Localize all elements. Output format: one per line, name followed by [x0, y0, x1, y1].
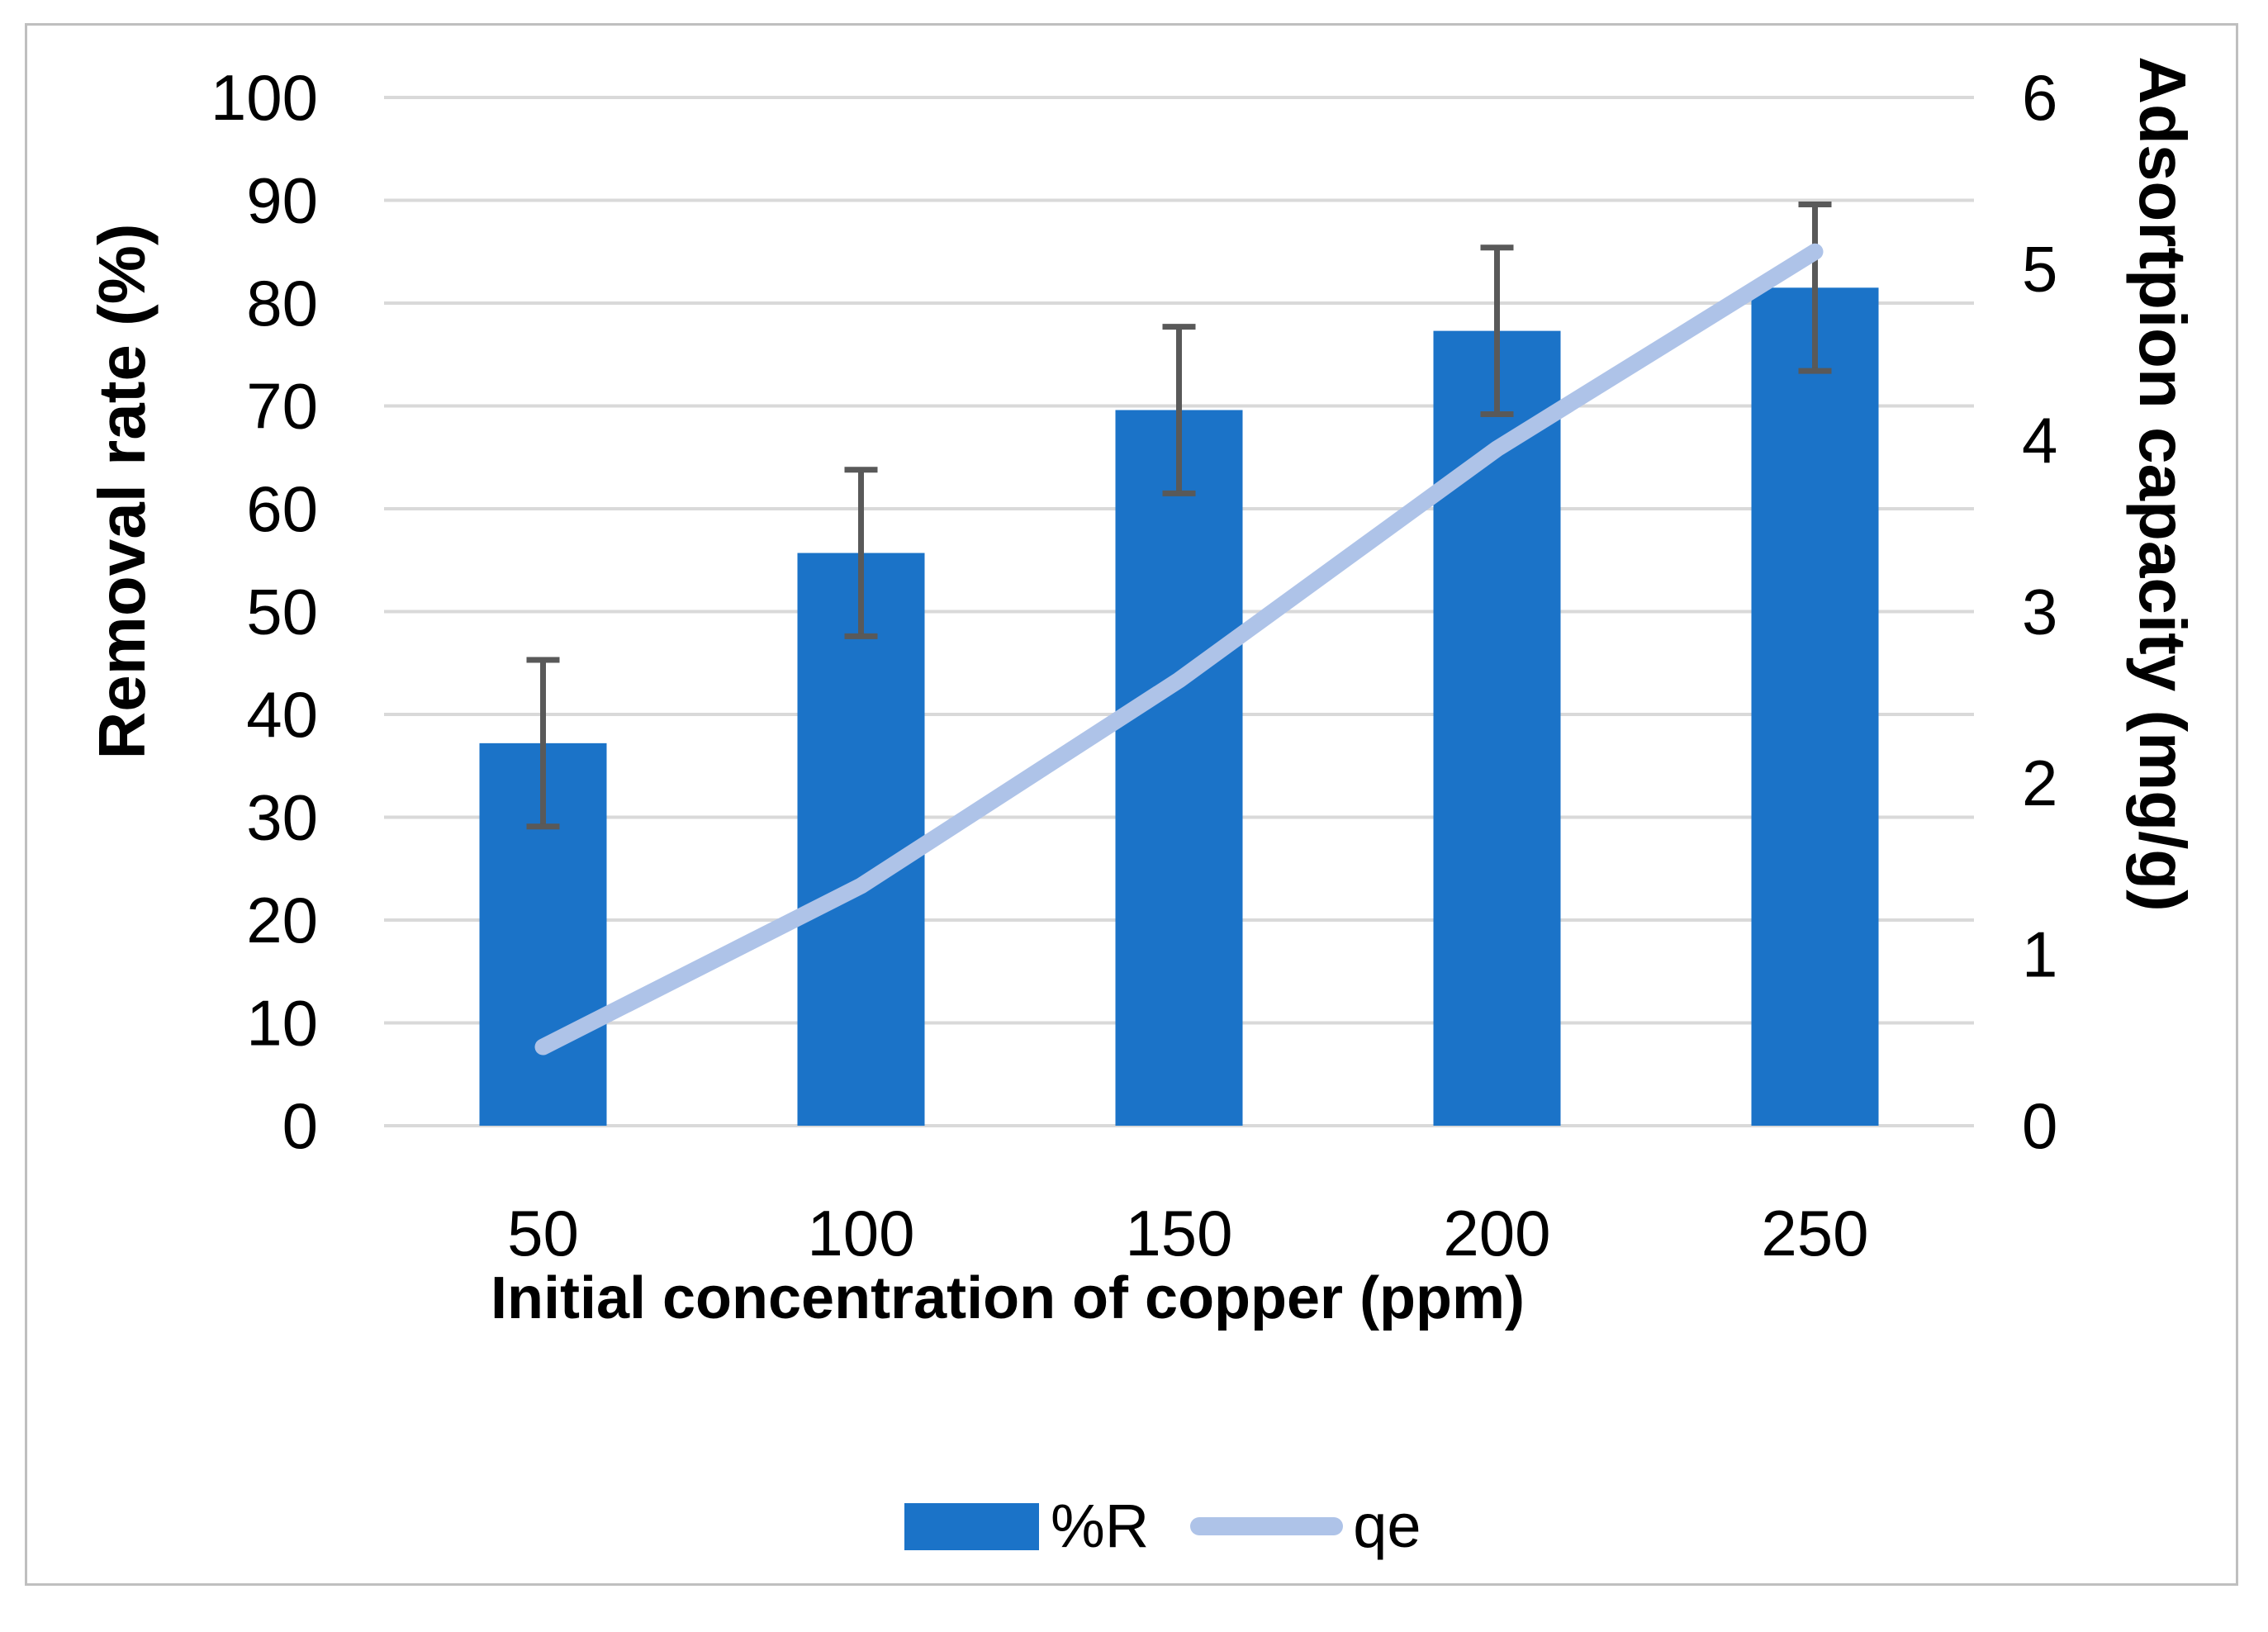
legend-label-qe: qe — [1353, 1492, 1421, 1560]
legend-bar-swatch — [904, 1502, 1039, 1550]
x-axis-tick-label: 150 — [1125, 1197, 1232, 1269]
right-axis-tick-label: 5 — [2022, 233, 2057, 306]
left-axis-title: Removal rate (%) — [85, 223, 159, 760]
x-axis-tick-label: 250 — [1761, 1197, 1868, 1269]
left-axis-tick-label: 90 — [246, 164, 318, 237]
right-axis-tick-label: 1 — [2022, 918, 2057, 991]
left-axis-tick-label: 100 — [211, 61, 318, 134]
legend-line-swatch — [1190, 1517, 1344, 1535]
left-axis-tick-label: 0 — [282, 1089, 318, 1162]
right-axis-tick-label: 0 — [2022, 1089, 2057, 1162]
x-axis-tick-label: 100 — [807, 1197, 914, 1269]
left-axis-tick-label: 50 — [246, 576, 318, 648]
right-axis-tick-label: 6 — [2022, 61, 2057, 134]
bar-150 — [1115, 410, 1243, 1127]
left-axis-tick-label: 70 — [246, 370, 318, 443]
bar-100 — [797, 553, 925, 1126]
left-axis-tick-label: 20 — [246, 884, 318, 956]
left-axis-tick-label: 10 — [246, 987, 318, 1060]
qe-line-series — [534, 243, 1824, 1056]
legend: %R qe — [904, 1496, 1421, 1557]
right-axis-tick-label: 3 — [2022, 576, 2057, 648]
x-axis-title: Initial concentration of copper (ppm) — [490, 1265, 1525, 1331]
right-axis-title: Adsortpion capacity (mg/g) — [2126, 56, 2199, 912]
right-axis-tick-label: 2 — [2022, 747, 2057, 819]
x-axis-tick-label: 200 — [1443, 1197, 1550, 1269]
bar-250 — [1751, 287, 1879, 1126]
bar-200 — [1433, 330, 1561, 1126]
legend-label-percent-r: %R — [1051, 1492, 1150, 1560]
left-axis-tick-label: 60 — [246, 472, 318, 545]
right-axis-tick-label: 4 — [2022, 404, 2057, 477]
left-axis-tick-label: 40 — [246, 678, 318, 751]
x-axis-tick-label: 50 — [507, 1197, 579, 1269]
left-axis-tick-label: 80 — [246, 267, 318, 339]
left-axis-tick-label: 30 — [246, 781, 318, 854]
